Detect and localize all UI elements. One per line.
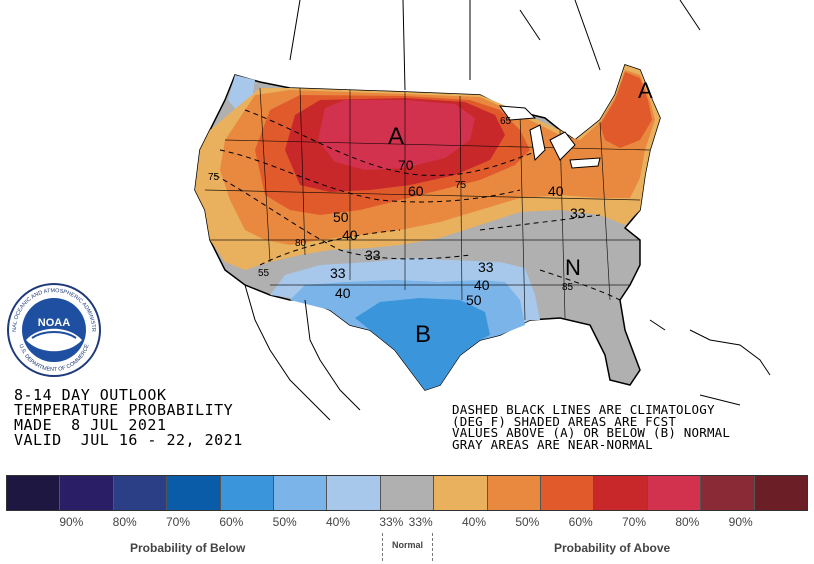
- legend-swatch: [434, 476, 488, 510]
- percent-label: 70%: [621, 515, 647, 529]
- legend-swatch: [541, 476, 595, 510]
- note-line-4: GRAY AREAS ARE NEAR-NORMAL: [452, 436, 653, 452]
- percent-label: 60%: [568, 515, 593, 529]
- percent-label: 90%: [728, 515, 753, 529]
- legend-swatch: [327, 476, 381, 510]
- legend-swatch: [594, 476, 648, 510]
- legend-swatch: [380, 476, 435, 510]
- label-p60: 60: [408, 183, 424, 199]
- label-p40-s: 40: [335, 285, 351, 301]
- title-line-4: VALID JUL 16 - 22, 2021: [14, 431, 243, 449]
- region-above-70: [318, 100, 475, 170]
- legend-swatch: [754, 476, 808, 510]
- normal-label: Normal: [391, 540, 423, 550]
- map-notes: DASHED BLACK LINES ARE CLIMATOLOGY (DEG …: [452, 404, 730, 450]
- label-c75-w: 75: [208, 172, 220, 183]
- legend-swatch: [487, 476, 542, 510]
- great-lakes: [498, 105, 601, 169]
- legend-swatch: [220, 476, 275, 510]
- label-center-below: B: [415, 321, 431, 348]
- label-p40-e: 40: [548, 183, 564, 199]
- label-p50-se: 50: [466, 292, 482, 308]
- legend-swatch: [701, 476, 755, 510]
- note-line-3: VALUES ABOVE (A) OR BELOW (B) NORMAL: [452, 425, 731, 440]
- forecast-map: A A B N 70 60 50 40 33 33 40 33 40 50 40…: [194, 0, 771, 421]
- legend-swatch: [113, 476, 168, 510]
- climatology-lines: [214, 109, 621, 301]
- region-above-ne: [600, 72, 652, 148]
- legend-swatch: [7, 476, 61, 510]
- percent-label: 50%: [515, 515, 540, 529]
- label-center-above: A: [388, 123, 404, 150]
- percent-label: 33%: [379, 515, 404, 529]
- label-p50: 50: [333, 209, 349, 225]
- label-c75-c: 75: [455, 180, 467, 191]
- label-c55: 55: [258, 268, 270, 279]
- label-center-normal: N: [565, 255, 581, 280]
- label-p40-w: 40: [342, 227, 358, 243]
- state-borders: [204, 87, 651, 321]
- province-borders: [289, 0, 701, 91]
- label-center-above-ne: A: [638, 78, 653, 103]
- normal-separator-left: [382, 533, 383, 561]
- percent-label: 90%: [59, 515, 84, 529]
- percent-labels: 90% 80% 70% 60% 50% 40% 33% 33% 40% 50% 60% 70% 80% 9…: [0, 515, 814, 531]
- label-p70: 70: [398, 157, 414, 173]
- percent-label: 60%: [219, 515, 244, 529]
- note-line-2: (DEG F) SHADED AREAS ARE FCST: [452, 413, 677, 429]
- percent-label: 33%: [408, 515, 433, 529]
- title-line-1: 8-14 DAY OUTLOOK: [14, 386, 167, 404]
- normal-separator-right: [432, 533, 433, 561]
- label-p33-w: 33: [330, 265, 346, 281]
- title-line-2: TEMPERATURE PROBABILITY: [14, 401, 234, 419]
- label-p33-s: 33: [478, 259, 494, 275]
- region-below-50: [355, 298, 490, 390]
- label-c85: 85: [562, 282, 574, 293]
- percent-label: 40%: [461, 515, 487, 529]
- percent-label: 80%: [112, 515, 137, 529]
- title-line-3: MADE 8 JUL 2021: [14, 416, 167, 434]
- legend-swatch: [647, 476, 702, 510]
- percent-label: 50%: [272, 515, 297, 529]
- label-p40-se: 40: [474, 277, 490, 293]
- percent-label: 80%: [675, 515, 700, 529]
- label-p33-e: 33: [570, 205, 586, 221]
- probability-color-bar: [6, 475, 808, 511]
- legend-swatch: [167, 476, 221, 510]
- label-p33-c: 33: [365, 247, 381, 263]
- label-c80: 80: [295, 238, 307, 249]
- percent-label: 70%: [165, 515, 191, 529]
- note-line-1: DASHED BLACK LINES ARE CLIMATOLOGY: [452, 402, 715, 417]
- mexico-caribbean: [244, 284, 771, 421]
- label-c65: 65: [500, 116, 512, 127]
- outlook-title: 8-14 DAY OUTLOOK TEMPERATURE PROBABILITY…: [14, 388, 243, 448]
- percent-label: 40%: [325, 515, 351, 529]
- above-label: Probability of Above: [554, 541, 671, 555]
- legend-swatch: [60, 476, 114, 510]
- below-label: Probability of Below: [130, 541, 246, 555]
- legend-swatch: [274, 476, 328, 510]
- noaa-logo: NOAA NATIONAL OCEANIC AND ATMOSPHERIC AD…: [4, 280, 101, 377]
- noaa-logo-text: NOAA: [38, 317, 70, 329]
